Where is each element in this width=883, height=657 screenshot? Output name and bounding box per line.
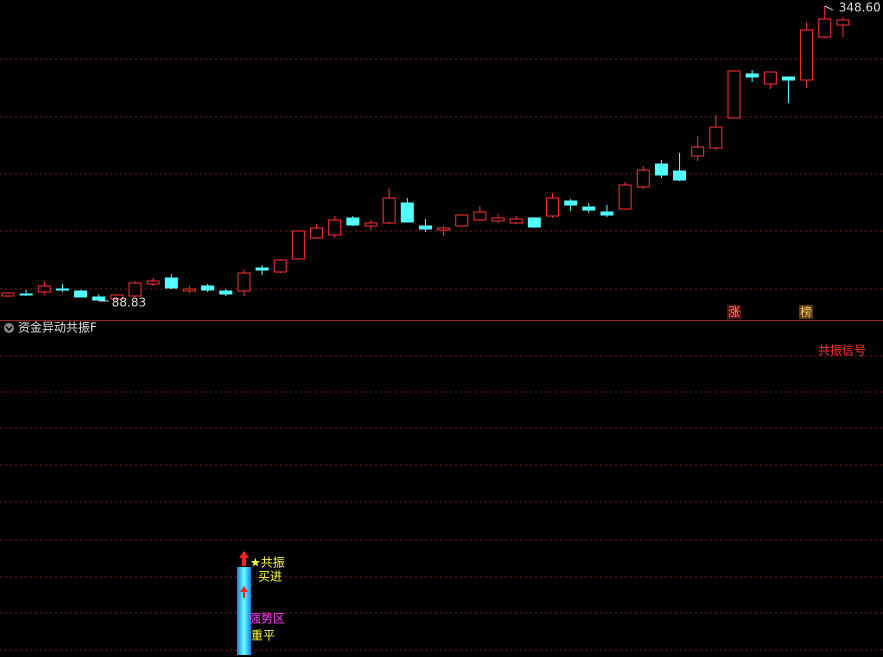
badge: 榜 (800, 304, 812, 319)
collapse-icon[interactable] (4, 323, 14, 333)
candle-body (600, 211, 614, 216)
badge-bg (727, 305, 741, 319)
candle-body (55, 288, 69, 291)
candle-body (273, 259, 287, 273)
candle-body (836, 19, 850, 26)
candle-body (382, 197, 396, 224)
candle-body (727, 70, 741, 119)
candle-body (92, 296, 106, 301)
candle-body (618, 184, 632, 210)
badge-bg (799, 305, 813, 319)
candle-body (491, 217, 505, 222)
signal-arrow (239, 551, 249, 566)
candle-body (763, 71, 777, 85)
candle-body (691, 146, 705, 157)
candle-body (400, 202, 414, 223)
annotation-pointer (824, 5, 833, 11)
indicator-title: 资金异动共振F (18, 320, 97, 335)
candle-body (455, 214, 469, 227)
low-label: 88.83 (112, 295, 146, 309)
candle-body (19, 293, 33, 296)
candle-body (328, 219, 342, 236)
candle-body (654, 163, 668, 176)
candle-body (291, 230, 305, 260)
candle-body (546, 197, 559, 217)
signal-label: 买进 (258, 570, 282, 584)
candle-body (745, 73, 759, 78)
candle-body (346, 217, 360, 226)
collapse-arrow (5, 326, 13, 332)
candle-body (237, 272, 251, 292)
indicator-legend: 共振信号 (818, 344, 866, 358)
candle-body (37, 285, 51, 293)
candle-body (310, 227, 324, 239)
signal-label: ★共振 (250, 556, 285, 570)
candle-body (473, 211, 487, 221)
candle-body (636, 169, 650, 188)
signal-label: 强势区 (249, 612, 285, 626)
candle-body (110, 294, 124, 300)
candle-body (437, 227, 451, 231)
candle-body (709, 126, 723, 149)
candle-body (818, 18, 832, 38)
candle-body (418, 225, 432, 230)
candle-body (509, 218, 523, 224)
candle-body (201, 285, 215, 291)
badge: 涨 (728, 304, 740, 319)
candle-body (164, 277, 178, 289)
signal-arrow (240, 586, 248, 598)
candle-body (800, 29, 814, 81)
candle-body (146, 280, 160, 285)
candle-body (255, 267, 269, 271)
candle-body (673, 170, 687, 181)
signal-label: 重平 (251, 629, 275, 643)
candle-body (582, 206, 596, 211)
candle-body (74, 290, 88, 298)
candle-body (781, 76, 795, 81)
candle-body (1, 292, 15, 297)
candle-body (564, 200, 578, 206)
candle-body (128, 282, 142, 297)
candle-body (219, 290, 233, 295)
candle-body (527, 217, 541, 228)
candle-body (183, 288, 196, 292)
high-label: 348.60 (839, 0, 881, 14)
signal-bar (237, 567, 251, 655)
candle-body (364, 222, 378, 227)
